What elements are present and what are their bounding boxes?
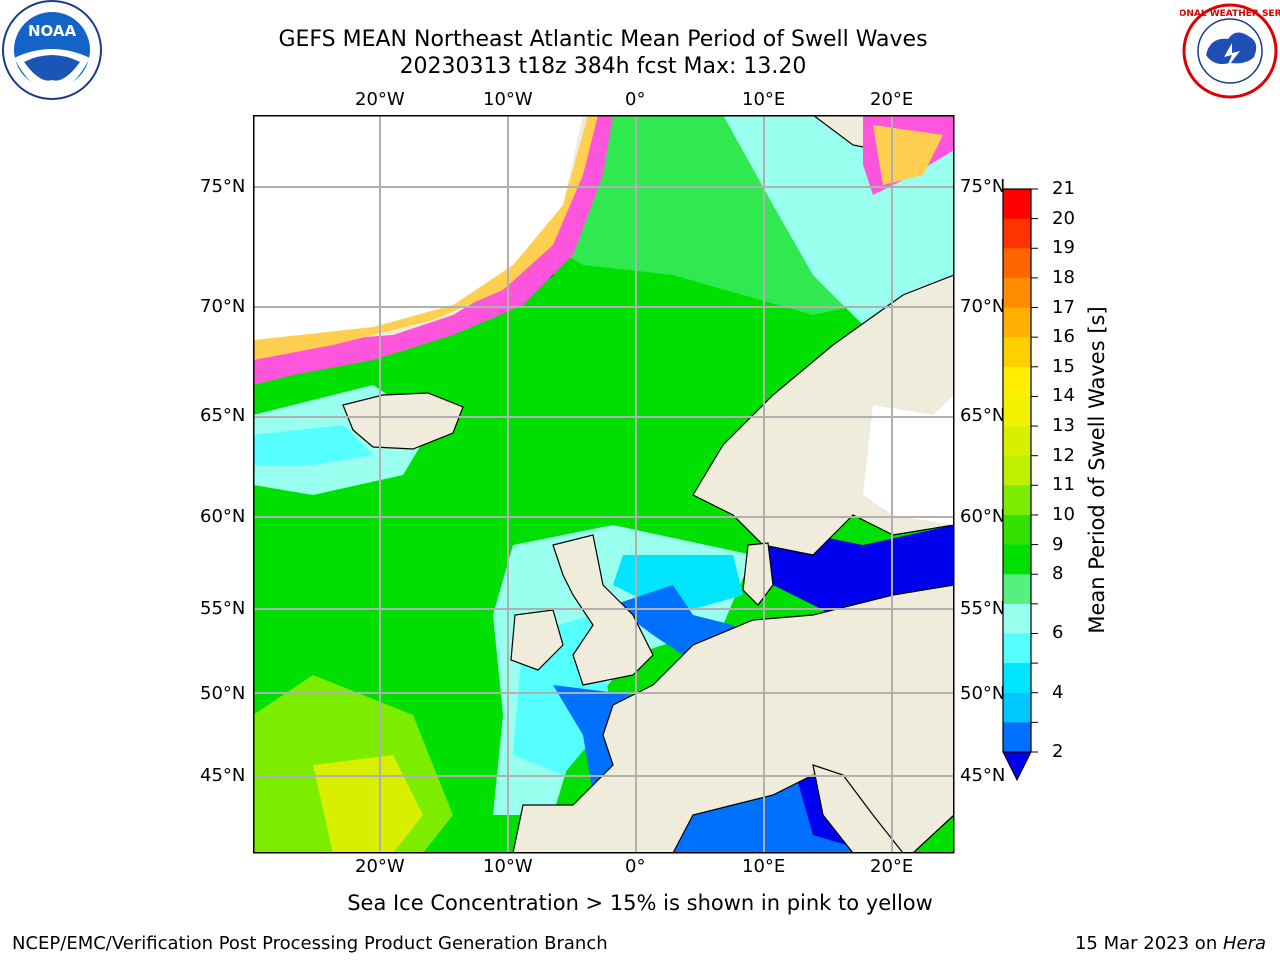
colorbar-tick-label: 19 — [1052, 237, 1075, 259]
colorbar-tick-label: 16 — [1052, 326, 1075, 348]
colorbar-band — [1003, 574, 1031, 605]
lon-label-bottom-10w: 10°W — [483, 856, 533, 877]
colorbar-tick-label: 8 — [1052, 563, 1064, 585]
colorbar-band — [1003, 337, 1031, 368]
sea-ice-note: Sea Ice Concentration > 15% is shown in … — [0, 891, 1280, 915]
colorbar-tick-label: 13 — [1052, 415, 1075, 437]
footer-date: 15 Mar 2023 on Hera — [1075, 933, 1266, 954]
lat-label-right-55n: 55°N — [960, 598, 1006, 619]
nws-logo: NATIONAL WEATHER SERVICE — [1180, 3, 1280, 99]
graticule — [253, 115, 954, 853]
lat-label-left-70n: 70°N — [200, 296, 246, 317]
colorbar-band — [1003, 485, 1031, 516]
colorbar-label: Mean Period of Swell Waves [s] — [1085, 306, 1109, 634]
lon-label-top-20w: 20°W — [355, 89, 405, 110]
colorbar-tick-label: 21 — [1052, 178, 1075, 199]
colorbar-tick-label: 11 — [1052, 474, 1075, 496]
lat-label-right-50n: 50°N — [960, 683, 1006, 704]
colorbar-band — [1003, 248, 1031, 279]
lat-label-left-65n: 65°N — [200, 405, 246, 426]
ireland-land — [510, 609, 564, 671]
lat-label-right-45n: 45°N — [960, 765, 1006, 786]
lat-label-left-55n: 55°N — [200, 598, 246, 619]
colorbar-tick-label: 17 — [1052, 296, 1075, 318]
footer-host: Hera — [1222, 933, 1266, 954]
nws-logo-text: NATIONAL WEATHER SERVICE — [1180, 9, 1280, 19]
noaa-logo: NOAA — [2, 0, 102, 100]
map-title: GEFS MEAN Northeast Atlantic Mean Period… — [278, 27, 928, 52]
colorbar-tick-label: 2 — [1052, 741, 1064, 762]
lat-label-right-75n: 75°N — [960, 176, 1006, 197]
map-frame — [253, 115, 955, 854]
colorbar-tick-label: 18 — [1052, 266, 1075, 288]
colorbar-band — [1003, 663, 1031, 694]
sea-ice-note-text: Sea Ice Concentration > 15% is shown in … — [347, 891, 933, 915]
colorbar-tick-label: 10 — [1052, 503, 1075, 525]
colorbar-band — [1003, 307, 1031, 338]
footer-credit: NCEP/EMC/Verification Post Processing Pr… — [12, 933, 608, 954]
colorbar-tick-label: 4 — [1052, 681, 1064, 703]
noaa-logo-text: NOAA — [28, 22, 77, 40]
footer-date-text: 15 Mar 2023 on — [1074, 933, 1223, 954]
colorbar-band — [1003, 514, 1031, 546]
colorbar-band — [1003, 455, 1031, 486]
colorbar-band — [1003, 277, 1031, 309]
colorbar — [1002, 188, 1038, 782]
colorbar-band — [1003, 633, 1031, 664]
colorbar-tick-label: 9 — [1052, 533, 1064, 555]
colorbar-band — [1003, 544, 1031, 575]
colorbar-band — [1003, 366, 1031, 397]
colorbar-band — [1003, 603, 1031, 634]
lat-label-right-70n: 70°N — [960, 296, 1006, 317]
colorbar-tick-label: 6 — [1052, 622, 1064, 644]
colorbar-frame — [1002, 188, 1032, 753]
colorbar-tick-label: 14 — [1052, 385, 1075, 407]
lon-label-bottom-10e: 10°E — [742, 856, 786, 877]
colorbar-tick-label: 15 — [1052, 355, 1075, 377]
lon-label-bottom-0: 0° — [625, 856, 646, 877]
lat-label-left-60n: 60°N — [200, 506, 246, 527]
lat-label-left-75n: 75°N — [200, 176, 246, 197]
map-subtitle: 20230313 t18z 384h fcst Max: 13.20 — [399, 54, 807, 79]
lon-label-bottom-20w: 20°W — [355, 856, 405, 877]
colorbar-band — [1003, 218, 1031, 249]
lat-label-right-65n: 65°N — [960, 405, 1006, 426]
lat-label-left-50n: 50°N — [200, 683, 246, 704]
colorbar-tick-label: 20 — [1052, 207, 1075, 229]
colorbar-band — [1003, 396, 1031, 427]
lon-label-top-10w: 10°W — [483, 89, 533, 110]
colorbar-band — [1003, 189, 1031, 220]
lon-label-top-10e: 10°E — [742, 89, 786, 110]
swell-period-map — [253, 115, 955, 854]
lon-label-top-0: 0° — [625, 89, 646, 110]
colorbar-band — [1003, 426, 1031, 457]
colorbar-band — [1003, 722, 1031, 753]
lon-label-top-20e: 20°E — [870, 89, 914, 110]
colorbar-tick-label: 12 — [1052, 444, 1075, 466]
lat-label-left-45n: 45°N — [200, 765, 246, 786]
lon-label-bottom-20e: 20°E — [870, 856, 914, 877]
colorbar-extend-arrow — [1002, 751, 1032, 782]
lat-label-right-60n: 60°N — [960, 506, 1006, 527]
iceland-land — [342, 392, 464, 450]
colorbar-band — [1003, 692, 1031, 723]
